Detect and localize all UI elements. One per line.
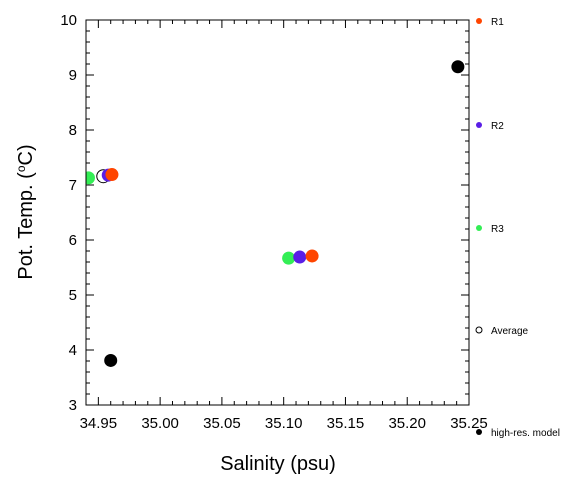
y-tick-label: 9 <box>69 67 77 84</box>
point-r3 <box>282 251 296 265</box>
y-axis-title-unit: C) <box>15 144 37 165</box>
point-r1 <box>105 168 119 182</box>
y-axis-title: Pot. Temp. (oC) <box>14 144 37 279</box>
y-tick-label: 8 <box>69 122 77 139</box>
legend-marker-r1 <box>476 18 482 24</box>
y-axis-title-main: Pot. Temp. ( <box>15 172 37 280</box>
point-high-res-model <box>104 353 118 367</box>
y-tick-label: 4 <box>69 342 77 359</box>
y-tick-label: 3 <box>69 397 77 414</box>
legend-marker-r2 <box>476 122 482 128</box>
plot-area <box>86 20 469 405</box>
x-tick-label: 35.10 <box>265 415 303 432</box>
point-r2 <box>293 250 307 264</box>
legend-marker-r3 <box>476 225 482 231</box>
y-tick-label: 6 <box>69 232 77 249</box>
legend-label-r3: R3 <box>491 224 504 235</box>
x-tick-label: 35.05 <box>203 415 241 432</box>
legend-label-r1: R1 <box>491 17 504 28</box>
legend-marker-average <box>475 326 483 334</box>
x-tick-label: 35.15 <box>327 415 365 432</box>
point-high-res-model <box>451 60 465 74</box>
legend-label-high-res-model: high-res. model <box>491 428 560 439</box>
x-tick-label: 34.95 <box>80 415 118 432</box>
y-tick-label: 5 <box>69 287 77 304</box>
y-axis-title-superscript: o <box>14 165 28 172</box>
x-axis-title: Salinity (psu) <box>220 453 336 475</box>
legend-label-average: Average <box>491 326 529 337</box>
y-tick-label: 10 <box>60 12 77 29</box>
point-r1 <box>305 249 319 263</box>
plot-frame <box>85 19 470 406</box>
legend-marker-high-res-model <box>476 429 482 435</box>
x-tick-label: 35.25 <box>450 415 488 432</box>
y-tick-label: 7 <box>69 177 77 194</box>
x-tick-label: 35.00 <box>141 415 179 432</box>
legend-label-r2: R2 <box>491 121 504 132</box>
x-tick-label: 35.20 <box>388 415 426 432</box>
point-r3 <box>86 171 95 185</box>
